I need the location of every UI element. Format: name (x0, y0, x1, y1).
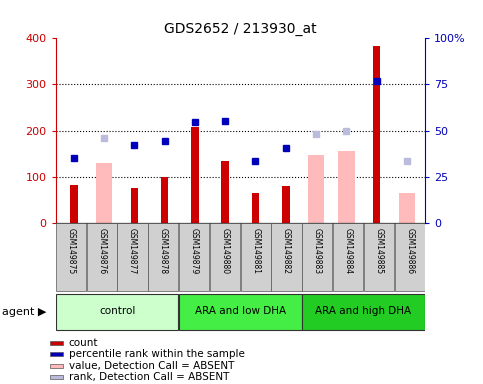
Bar (252, 193, 259, 223)
Bar (398, 193, 415, 223)
Bar (70, 185, 77, 223)
Bar (179, 223, 209, 291)
Bar (86, 223, 117, 291)
Text: ARA and low DHA: ARA and low DHA (195, 306, 286, 316)
Bar (364, 223, 394, 291)
Text: ARA and high DHA: ARA and high DHA (315, 306, 412, 316)
Text: percentile rank within the sample: percentile rank within the sample (69, 349, 244, 359)
Bar (282, 186, 289, 223)
Text: count: count (69, 338, 98, 348)
Bar (271, 223, 301, 291)
Title: GDS2652 / 213930_at: GDS2652 / 213930_at (164, 22, 316, 36)
Bar (56, 294, 178, 330)
Text: agent ▶: agent ▶ (2, 307, 47, 317)
Text: value, Detection Call = ABSENT: value, Detection Call = ABSENT (69, 361, 234, 371)
Bar (221, 161, 229, 223)
Text: GSM149885: GSM149885 (374, 228, 384, 275)
Bar (302, 294, 425, 330)
Bar (302, 223, 332, 291)
Bar (308, 154, 325, 223)
Bar (373, 46, 381, 223)
Bar (50, 341, 63, 345)
Bar (50, 364, 63, 368)
Bar (179, 294, 301, 330)
Bar (50, 375, 63, 379)
Bar (333, 223, 363, 291)
Text: GSM149882: GSM149882 (282, 228, 291, 274)
Text: GSM149883: GSM149883 (313, 228, 322, 275)
Text: GSM149880: GSM149880 (220, 228, 229, 275)
Bar (191, 127, 199, 223)
Text: GSM149877: GSM149877 (128, 228, 137, 275)
Bar (117, 223, 148, 291)
Bar (241, 223, 271, 291)
Bar (130, 188, 138, 223)
Text: GSM149886: GSM149886 (405, 228, 414, 275)
Bar (161, 177, 169, 223)
Text: GSM149879: GSM149879 (190, 228, 199, 275)
Text: GSM149876: GSM149876 (97, 228, 106, 275)
Bar (148, 223, 178, 291)
Bar (395, 223, 425, 291)
Text: GSM149884: GSM149884 (343, 228, 353, 275)
Text: GSM149881: GSM149881 (251, 228, 260, 274)
Bar (50, 352, 63, 356)
Text: control: control (99, 306, 135, 316)
Bar (338, 151, 355, 223)
Bar (96, 163, 113, 223)
Text: rank, Detection Call = ABSENT: rank, Detection Call = ABSENT (69, 372, 229, 382)
Bar (210, 223, 240, 291)
Bar (56, 223, 86, 291)
Text: GSM149875: GSM149875 (67, 228, 75, 275)
Text: GSM149878: GSM149878 (159, 228, 168, 275)
